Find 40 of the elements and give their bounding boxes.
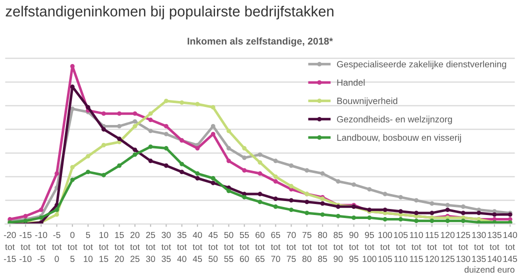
x-tick-label: 55 tot 60 — [240, 232, 250, 262]
legend-label: Handel — [337, 79, 365, 86]
x-tick-label: 50 tot 55 — [224, 232, 234, 262]
legend-label: Bouwnijverheid — [337, 97, 398, 106]
x-tick-label: 130 tot 135 — [472, 232, 486, 262]
x-tick-label: 80 tot 85 — [318, 232, 328, 262]
x-tick-label: 25 tot 30 — [146, 232, 156, 262]
x-tick-label: -20 tot -15 — [4, 232, 16, 262]
x-tick-label: -15 tot -10 — [20, 232, 32, 262]
x-axis-title: duizend euro — [464, 266, 514, 273]
x-tick-label: 65 tot 70 — [270, 232, 280, 262]
x-tick-label: 75 tot 80 — [302, 232, 312, 262]
x-tick-label: 100 tot 105 — [378, 232, 392, 262]
x-tick-label: 10 tot 15 — [98, 232, 108, 262]
x-tick-label: 95 tot 100 — [362, 232, 376, 262]
legend-label: Gespecialiseerde zakelijke dienstverlening — [337, 60, 506, 70]
x-tick-label: 90 tot 95 — [349, 232, 359, 262]
x-tick-label: 60 tot 65 — [255, 232, 265, 262]
x-tick-label: 70 tot 75 — [286, 232, 296, 262]
x-tick-label: 135 tot 140 — [488, 232, 502, 262]
x-tick-label: 140 tot 145 — [503, 232, 518, 262]
x-tick-label: 45 tot 50 — [208, 232, 218, 262]
x-tick-label: 20 tot 25 — [130, 232, 140, 262]
legend-label: Landbouw, bosbouw en visserij — [337, 134, 461, 143]
x-tick-label: 115 tot 120 — [425, 232, 439, 262]
x-tick-label: 5 tot 10 — [83, 232, 93, 262]
x-tick-label: 85 tot 90 — [333, 232, 343, 262]
x-tick-label: 120 tot 125 — [440, 232, 455, 262]
x-tick-label: 40 tot 45 — [192, 232, 202, 262]
x-tick-label: 0 tot 5 — [68, 232, 78, 262]
chart-title: zelfstandigeninkomen bij populairste bedrijfstakken — [6, 6, 334, 20]
x-tick-label: 35 tot 40 — [177, 232, 187, 262]
x-tick-label: -10 tot -5 — [35, 232, 48, 262]
x-tick-label: 105 tot 110 — [394, 232, 408, 262]
x-tick-label: 110 tot 115 — [410, 232, 423, 262]
x-tick-label: 30 tot 35 — [161, 232, 172, 262]
chart-subtitle: Inkomen als zelfstandige, 2018* — [188, 37, 333, 47]
legend-label: Gezondheids- en welzijnzorg — [337, 116, 452, 124]
x-tick-label: -5 tot 0 — [52, 232, 62, 262]
x-tick-label: 15 tot 20 — [114, 232, 124, 262]
